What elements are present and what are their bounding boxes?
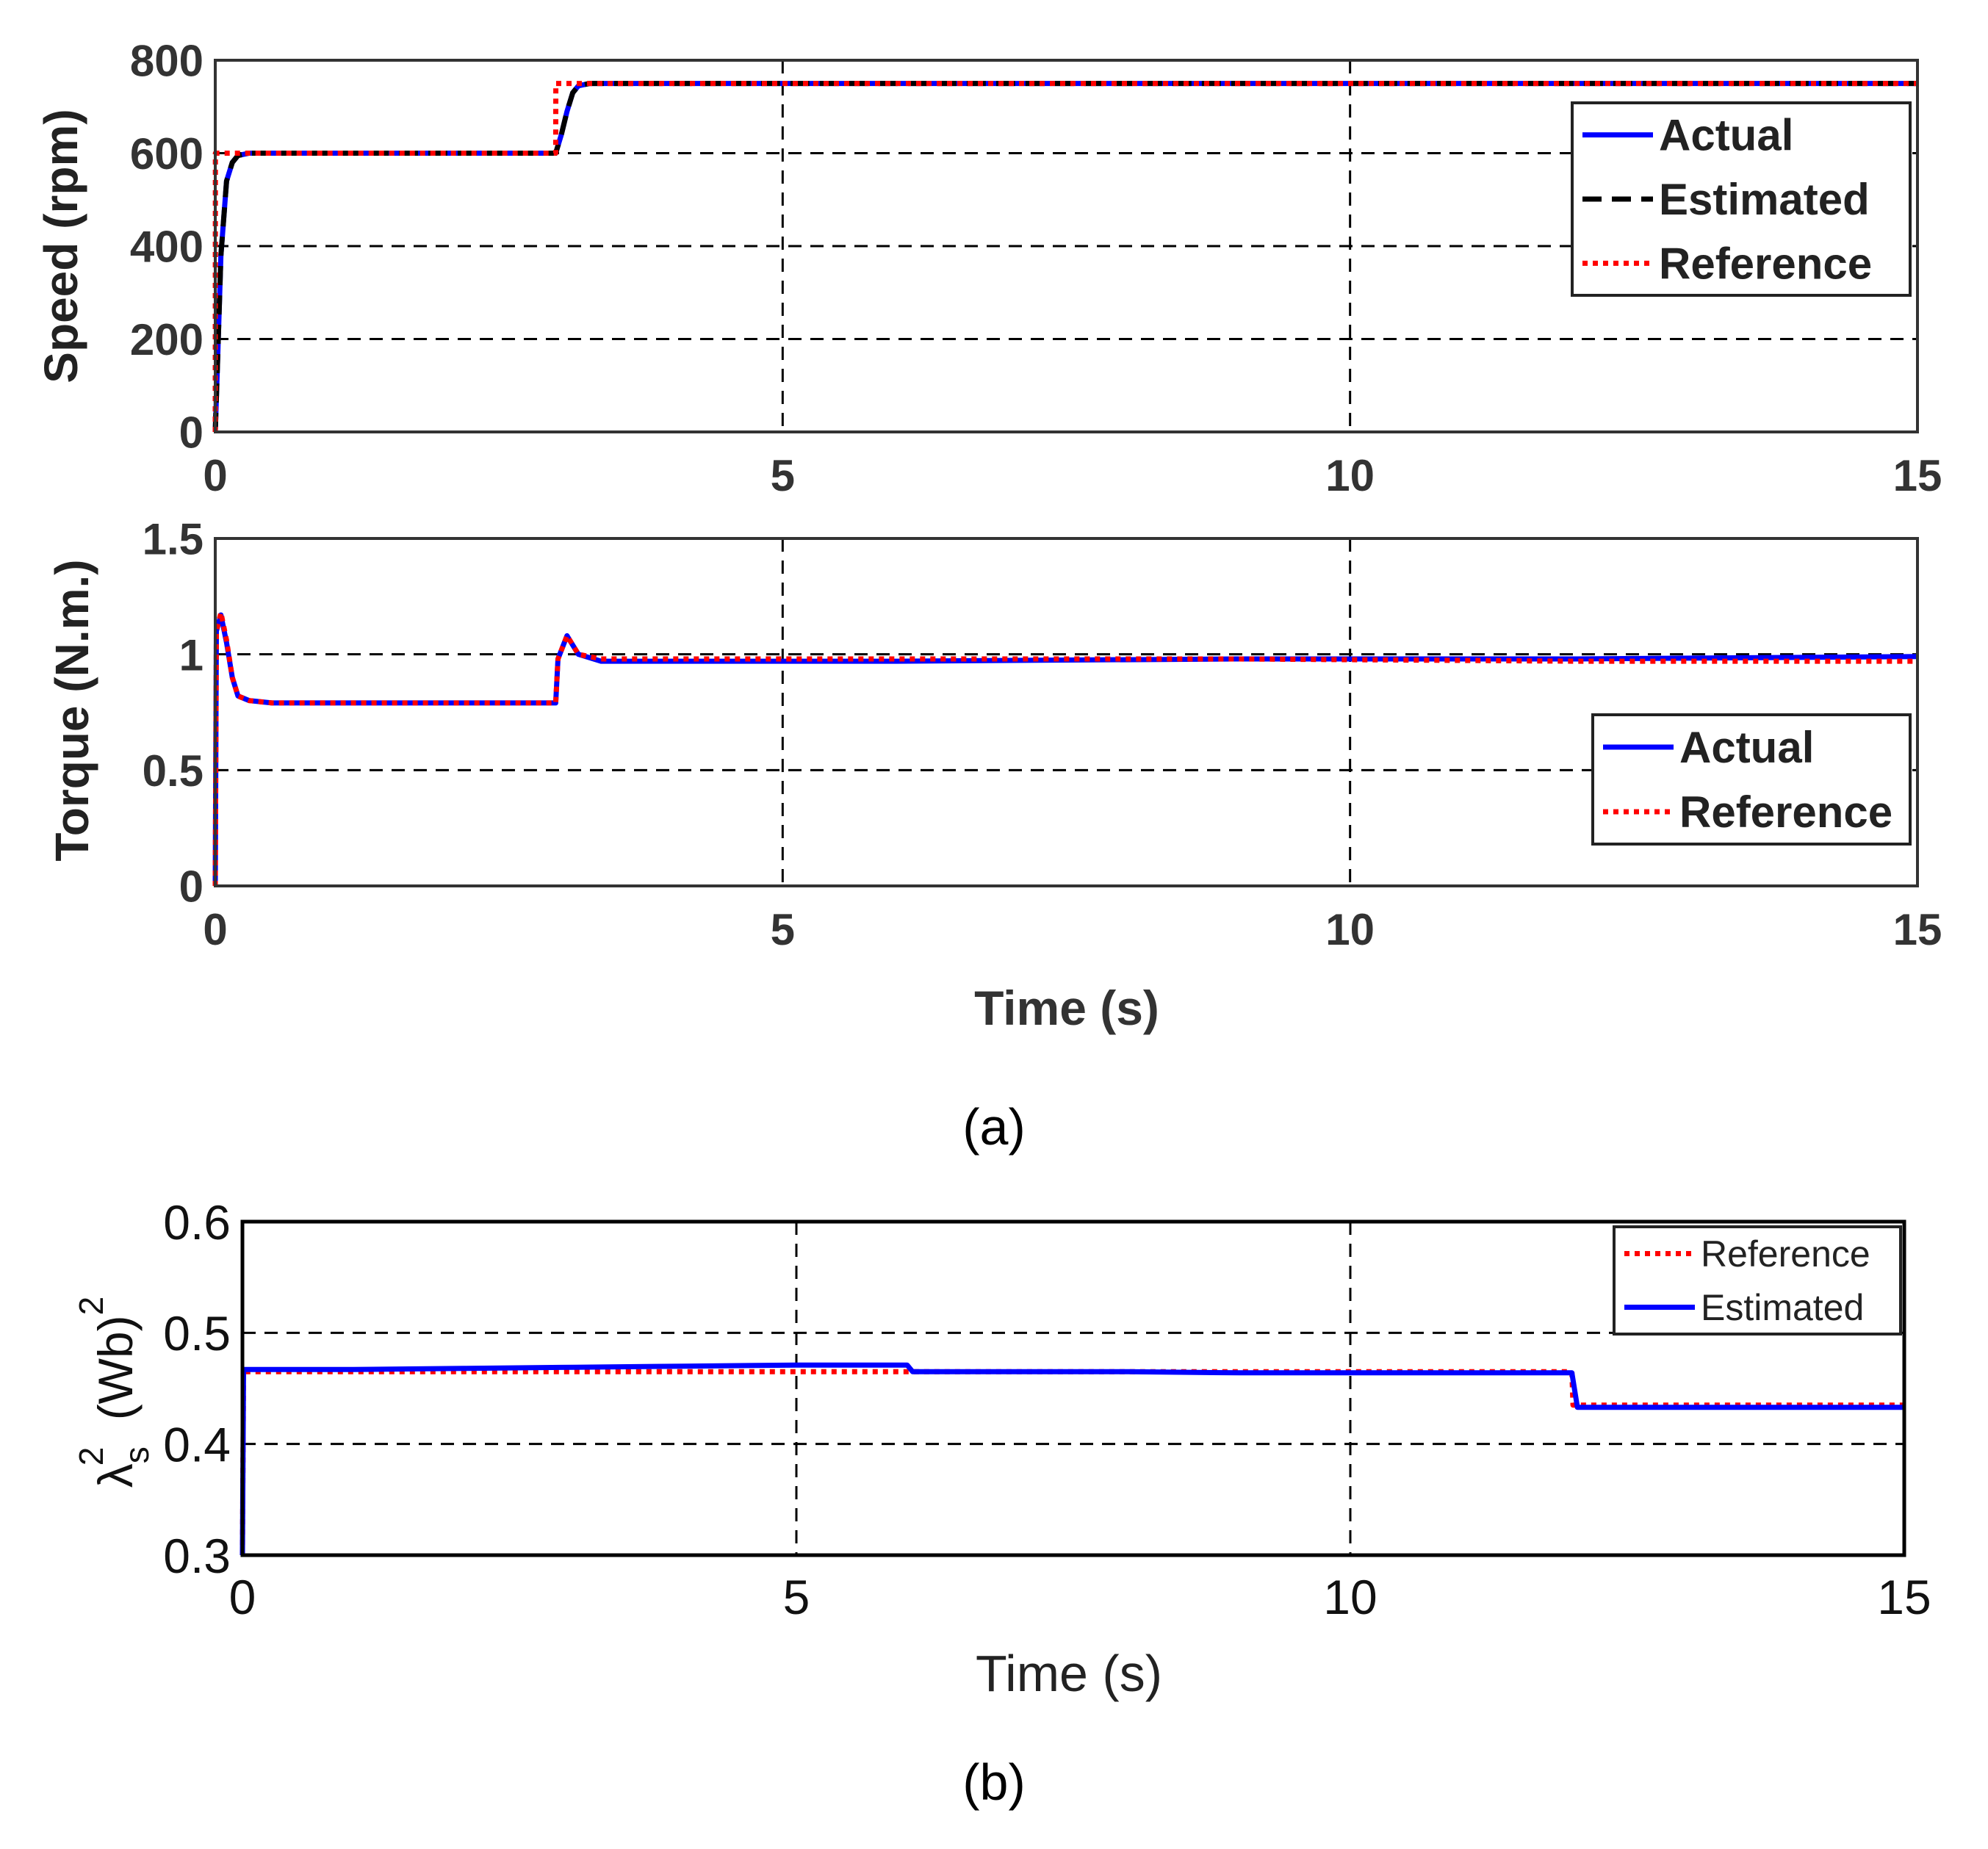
torque-y-tick-label: 1.5 (143, 515, 204, 564)
flux-legend: Reference Estimated (1613, 1225, 1902, 1336)
torque-y-tick-label: 1 (179, 630, 204, 680)
torque-legend-box (1591, 713, 1912, 846)
torque-y-tick-label: 0.5 (143, 746, 204, 796)
speed-chart: 0 5 10 15 0 200 400 600 800 Speed (rpm) Actual Es… (35, 37, 1942, 500)
flux-y-axis-label: λs2 (Wb)2 (72, 1297, 156, 1488)
speed-y-tick-label: 400 (130, 223, 204, 272)
flux-y-tick-label: 0.5 (163, 1306, 231, 1360)
speed-legend-label-reference: Reference (1659, 239, 1872, 288)
flux-y-tick-label: 0.6 (163, 1195, 231, 1250)
torque-x-tick-label: 15 (1893, 905, 1942, 954)
flux-legend-label-reference: Reference (1701, 1233, 1870, 1275)
torque-legend: Actual Reference (1591, 713, 1912, 846)
torque-x-tick-label: 0 (203, 905, 227, 954)
torque-y-axis-label: Torque (N.m.) (46, 559, 98, 861)
flux-x-tick-label: 0 (229, 1570, 256, 1624)
torque-x-axis-label: Time (s) (974, 981, 1159, 1035)
superscript-2: 2 (72, 1447, 110, 1466)
caption-a: (a) (962, 1098, 1026, 1156)
flux-x-axis-label: Time (s) (976, 1645, 1162, 1702)
torque-legend-label-actual: Actual (1679, 723, 1814, 772)
speed-legend-label-estimated: Estimated (1659, 175, 1870, 224)
flux-series-reference (240, 1369, 1904, 1556)
torque-series-actual (212, 612, 1918, 887)
torque-series-reference (212, 610, 1917, 887)
speed-legend-label-actual: Actual (1659, 111, 1793, 160)
torque-chart: 0 5 10 15 0 0.5 1 1.5 Torque (N.m.) Time (s) Ac… (46, 515, 1942, 1035)
flux-y-tick-label: 0.3 (163, 1529, 231, 1583)
speed-plot-frame (214, 59, 1919, 433)
torque-legend-label-reference: Reference (1679, 787, 1892, 837)
flux-legend-box (1613, 1225, 1902, 1336)
subscript-s: s (118, 1446, 156, 1463)
speed-x-tick-label: 10 (1325, 451, 1375, 500)
speed-y-tick-label: 0 (179, 408, 204, 458)
flux-x-tick-label: 5 (783, 1570, 810, 1624)
speed-y-tick-label: 600 (130, 129, 204, 179)
lambda-symbol: λ (88, 1463, 143, 1488)
speed-y-axis-label: Speed (rpm) (35, 109, 87, 383)
torque-x-tick-label: 10 (1325, 905, 1375, 954)
speed-legend: Actual Estimated Reference (1571, 101, 1912, 297)
flux-x-tick-label: 10 (1323, 1570, 1377, 1624)
torque-y-tick-label: 0 (179, 862, 204, 912)
unit-wb: (Wb) (88, 1315, 143, 1433)
flux-chart: 0 5 10 150.30.40.50.6 λs2 (Wb)2 Time (s) Re… (72, 1195, 1931, 1702)
speed-x-tick-label: 15 (1893, 451, 1942, 500)
torque-plot-frame (214, 537, 1919, 887)
speed-x-tick-label: 5 (771, 451, 795, 500)
torque-x-tick-label: 5 (771, 905, 795, 954)
flux-x-tick-label: 15 (1877, 1570, 1931, 1624)
flux-series-estimated (240, 1362, 1904, 1556)
caption-b: (b) (962, 1754, 1026, 1811)
flux-plot-frame (240, 1219, 1906, 1557)
speed-y-tick-label: 800 (130, 37, 204, 86)
speed-y-tick-label: 200 (130, 315, 204, 364)
flux-y-tick-label: 0.4 (163, 1417, 231, 1471)
flux-legend-label-estimated: Estimated (1701, 1287, 1864, 1328)
speed-x-tick-label: 0 (203, 451, 227, 500)
unit-superscript-2: 2 (72, 1297, 110, 1316)
